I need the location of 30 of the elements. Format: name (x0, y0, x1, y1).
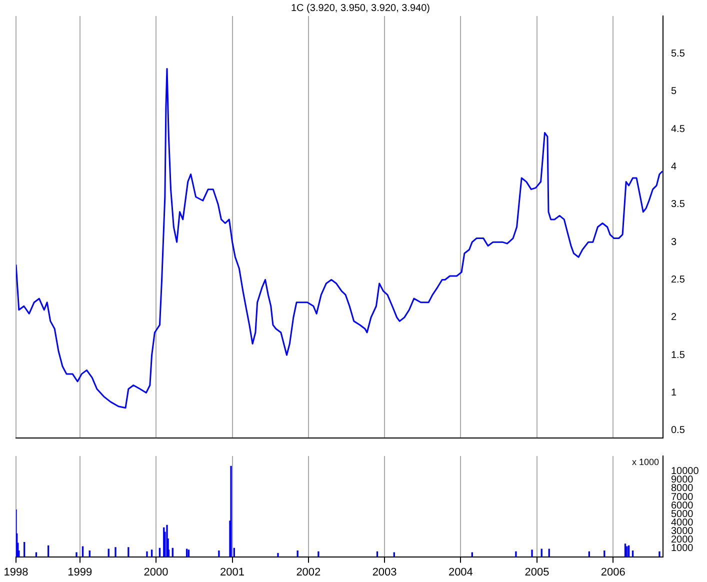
x-tick-label: 2005 (524, 566, 550, 578)
x-tick-label: 2004 (448, 566, 473, 578)
y-tick-label: 6000 (671, 500, 694, 512)
y-tick-label: 5 (671, 86, 677, 98)
y-tick-label: 4000 (671, 517, 694, 528)
y-tick-label: 2000 (671, 534, 694, 546)
y-tick-label: 3.5 (671, 199, 686, 210)
x-tick-label: 2006 (600, 566, 626, 578)
y-tick-label: 2.5 (671, 274, 686, 286)
y-tick-label: 4 (671, 161, 677, 172)
y-tick-label: 7000 (671, 492, 694, 503)
y-tick-label: 4.5 (671, 124, 686, 135)
y-tick-label: 1 (671, 388, 677, 399)
y-tick-label: 2 (671, 312, 677, 324)
annotation: x 1000 (632, 456, 659, 467)
x-tick-label: 2002 (296, 566, 321, 578)
x-tick-label: 2001 (220, 566, 245, 578)
y-tick-label: 5000 (671, 508, 694, 520)
y-tick-label: 1000 (671, 543, 694, 554)
chart-title: 1C (3.920, 3.950, 3.920, 3.940) (291, 2, 430, 14)
x-tick-label: 1998 (4, 566, 28, 578)
x-tick-label: 2003 (372, 566, 397, 578)
x-tick-label: 2000 (144, 566, 168, 578)
y-tick-label: 1.5 (671, 350, 686, 361)
y-tick-label: 8000 (671, 483, 694, 494)
x-tick-label: 1999 (68, 566, 92, 578)
y-tick-label: 3 (671, 236, 677, 248)
y-tick-label: 3000 (671, 526, 694, 537)
y-tick-label: 0.5 (671, 425, 686, 436)
y-tick-label: 5.5 (671, 48, 686, 60)
